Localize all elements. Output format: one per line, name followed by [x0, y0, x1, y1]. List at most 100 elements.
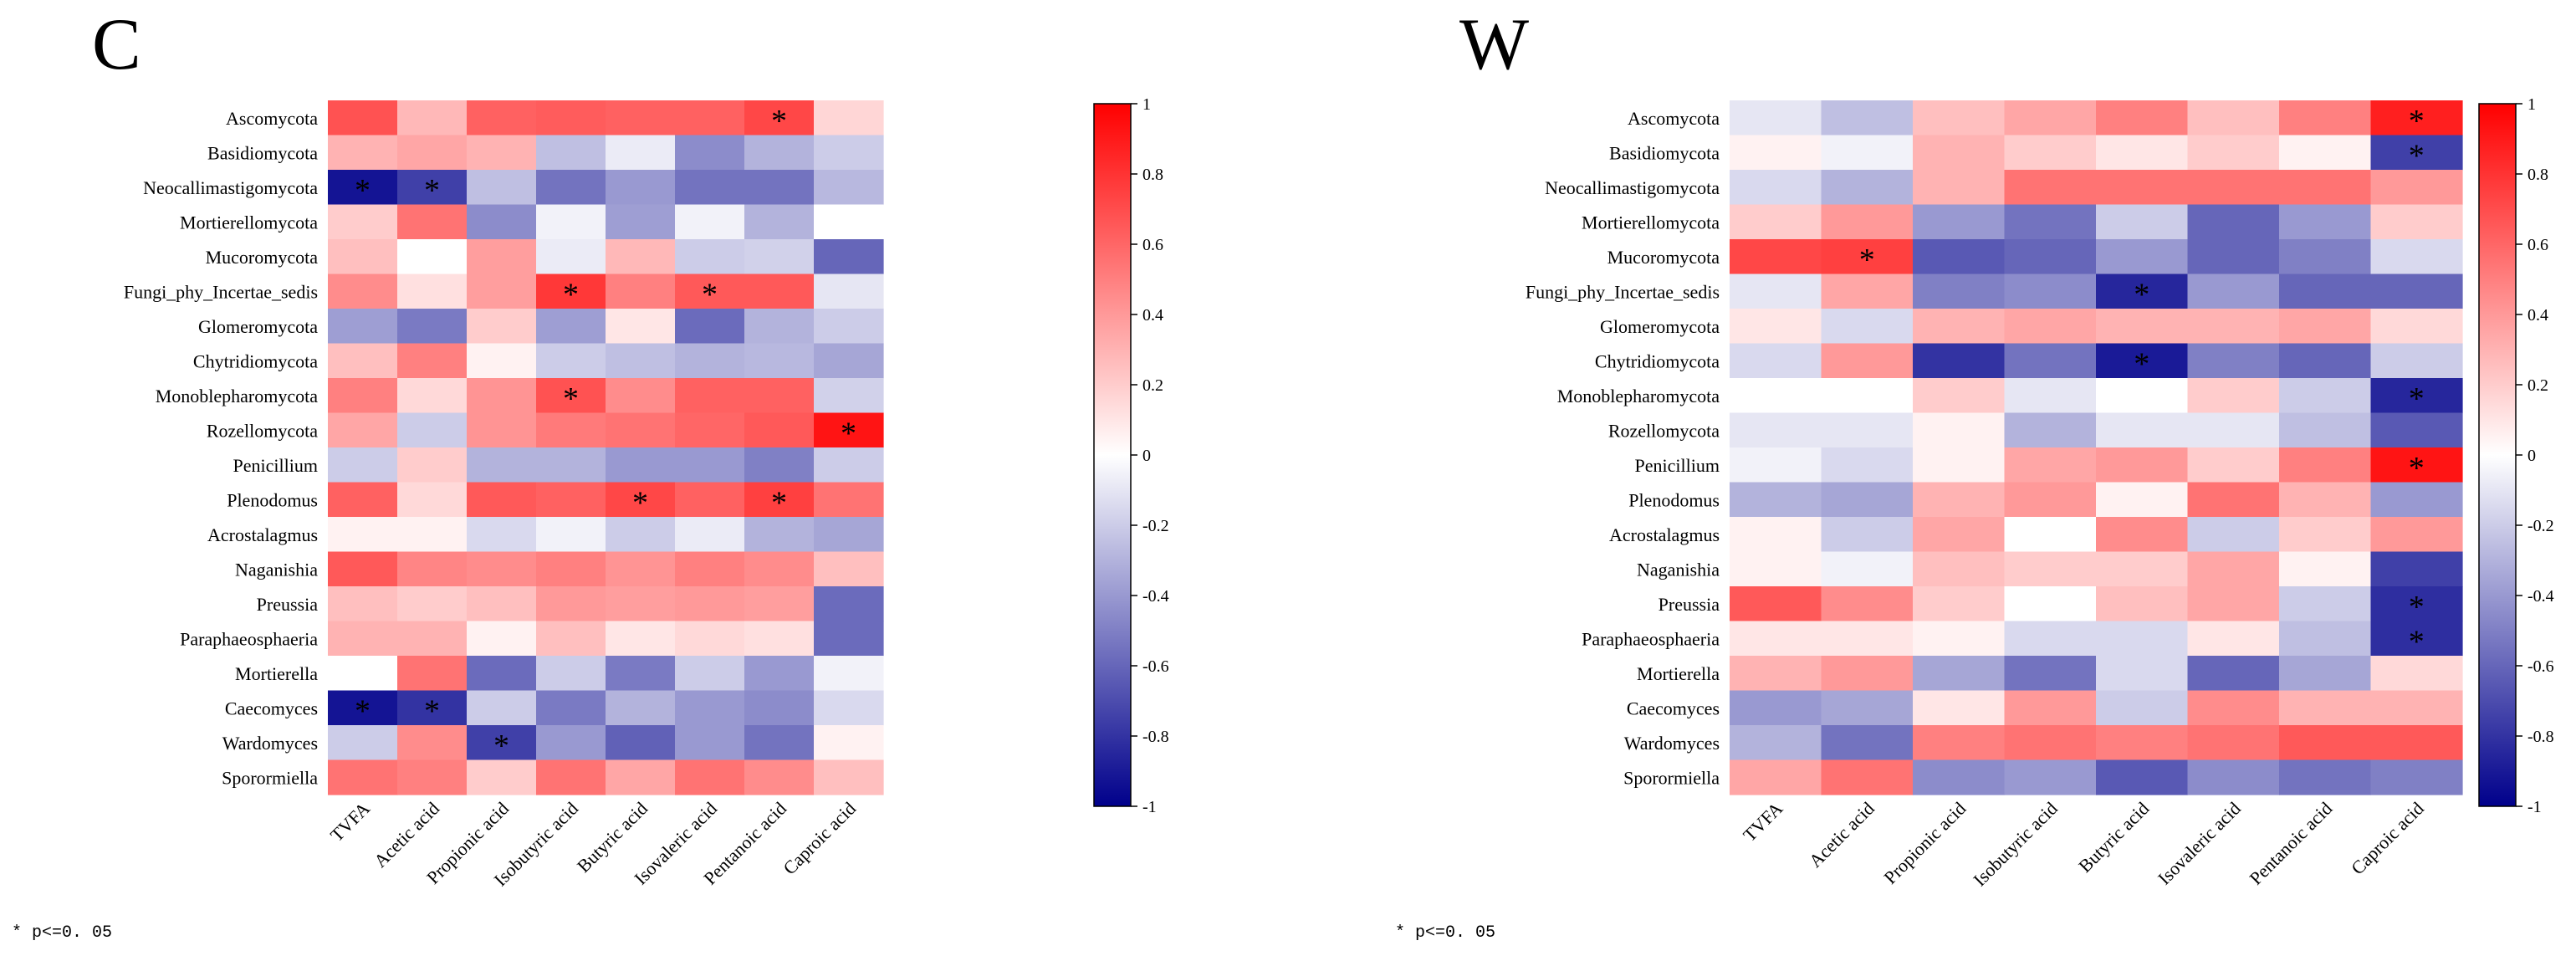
- heatmap-cell: [2004, 517, 2097, 553]
- heatmap-cell: [397, 170, 468, 206]
- heatmap-cell: [744, 170, 815, 206]
- colorbar-tick-label: -0.8: [1142, 728, 1169, 746]
- heatmap-cell: [744, 551, 815, 587]
- row-label: Glomeromycota: [198, 316, 318, 337]
- heatmap-cell: [606, 412, 676, 448]
- heatmap-cell: [1730, 343, 1822, 379]
- heatmap-cell: [2370, 725, 2463, 761]
- heatmap-cell: [397, 551, 468, 587]
- heatmap-cell: [606, 204, 676, 240]
- significance-marker: *: [1859, 243, 1875, 278]
- heatmap-cell: [1730, 170, 1822, 206]
- row-label: Ascomycota: [226, 108, 318, 129]
- column-label: Caproic acid: [779, 798, 860, 879]
- heatmap-cell: [2096, 517, 2189, 553]
- heatmap-cell: [2096, 170, 2189, 206]
- heatmap-cell: [2370, 309, 2463, 345]
- heatmap-cell: [397, 621, 468, 657]
- panel-title: W: [1459, 4, 1529, 85]
- heatmap-cell: [536, 343, 606, 379]
- colorbar-tick-label: 0.8: [1142, 166, 1163, 184]
- heatmap-cell: [1730, 309, 1822, 345]
- heatmap-cell: [328, 135, 398, 171]
- column-label: Pentanoic acid: [2245, 798, 2336, 889]
- heatmap-cell: [2279, 759, 2372, 795]
- heatmap-cell: [814, 239, 884, 275]
- heatmap-cell: [2187, 239, 2280, 275]
- significance-marker: *: [771, 104, 787, 139]
- heatmap-cell: [1821, 725, 1914, 761]
- row-label: Basidiomycota: [207, 142, 318, 163]
- heatmap-cell: [2096, 378, 2189, 414]
- heatmap-cell: [2279, 725, 2372, 761]
- significance-marker: *: [702, 277, 718, 312]
- heatmap-cell: [2279, 621, 2372, 657]
- heatmap-cell: [1913, 204, 2006, 240]
- heatmap-cell: [328, 517, 398, 553]
- colorbar-tick-label: 0.4: [2527, 306, 2548, 325]
- heatmap-cell: [328, 239, 398, 275]
- heatmap-cell: [2279, 274, 2372, 309]
- heatmap-cells: * * * * * * * * * * * *: [328, 100, 884, 795]
- heatmap-cell: [1730, 239, 1822, 275]
- heatmap-cell: [467, 447, 537, 483]
- row-label: Mucoromycota: [206, 247, 319, 268]
- heatmap-cell: [2370, 517, 2463, 553]
- heatmap-cell: [606, 100, 676, 136]
- significance-footnote-w: * p<=0. 05: [1395, 923, 1496, 943]
- colorbar-tick-label: 0.6: [1142, 236, 1163, 254]
- heatmap-cell: [2004, 239, 2097, 275]
- heatmap-cell: [814, 447, 884, 483]
- column-label: Butyric acid: [2074, 798, 2153, 877]
- heatmap-cell: [2279, 204, 2372, 240]
- heatmap-cell: [467, 690, 537, 726]
- heatmap-cell: [2004, 100, 2097, 136]
- colorbar-tick-label: 0.2: [1142, 376, 1163, 395]
- heatmap-cell: [675, 343, 745, 379]
- heatmap-cell: [2096, 586, 2189, 622]
- heatmap-cell: [2370, 170, 2463, 206]
- heatmap-cell: [814, 656, 884, 692]
- significance-marker: *: [841, 416, 856, 451]
- heatmap-cell: [328, 656, 398, 692]
- row-label: Monoblepharomycota: [156, 386, 319, 406]
- heatmap-cell: [397, 412, 468, 448]
- heatmap-cell: [328, 586, 398, 622]
- heatmap-cell: [397, 759, 468, 795]
- heatmap-cell: [1913, 482, 2006, 518]
- heatmap-cell: [1730, 100, 1822, 136]
- row-label: Paraphaeosphaeria: [180, 628, 318, 649]
- heatmap-cell: [675, 239, 745, 275]
- heatmap-cell: [744, 378, 815, 414]
- heatmap-cell: [814, 135, 884, 171]
- heatmap-cell: [2096, 621, 2189, 657]
- heatmap-cell: [814, 309, 884, 345]
- heatmap-cell: [1821, 656, 1914, 692]
- column-label: Isobutyric acid: [1969, 798, 2062, 891]
- heatmap-cell: [467, 621, 537, 657]
- column-label: Propionic acid: [1879, 798, 1970, 888]
- heatmap-cell: [606, 621, 676, 657]
- heatmap-cell: [328, 412, 398, 448]
- heatmap-cell: [1730, 656, 1822, 692]
- heatmap-cell: [536, 447, 606, 483]
- heatmap-cell: [1730, 412, 1822, 448]
- heatmap-cell: [1913, 170, 2006, 206]
- colorbar-tick-label: -0.6: [2527, 657, 2554, 676]
- heatmap-cell: [1821, 170, 1914, 206]
- row-label: Basidiomycota: [1609, 142, 1720, 163]
- heatmap-cell: [744, 586, 815, 622]
- heatmap-cell: [814, 551, 884, 587]
- heatmap-cell: [536, 100, 606, 136]
- heatmap-cell: [536, 482, 606, 518]
- significance-marker: *: [493, 729, 509, 764]
- heatmap-cell: [606, 517, 676, 553]
- heatmap-cell: [606, 239, 676, 275]
- heatmap-cell: [1913, 274, 2006, 309]
- heatmap-cell: [2370, 274, 2463, 309]
- heatmap-cell: [1913, 135, 2006, 171]
- heatmap-cell: [2096, 274, 2189, 309]
- heatmap-cell: [2096, 482, 2189, 518]
- heatmap-cell: [2004, 690, 2097, 726]
